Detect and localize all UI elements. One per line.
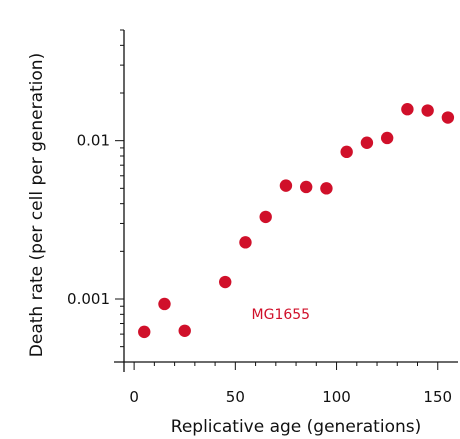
data-point bbox=[259, 210, 272, 224]
data-point bbox=[178, 324, 191, 337]
x-tick-label: 50 bbox=[226, 388, 245, 406]
y-axis-label: Death rate (per cell per generation) bbox=[27, 53, 47, 357]
x-tick-label: 100 bbox=[322, 388, 351, 406]
data-point bbox=[421, 104, 434, 117]
data-point bbox=[401, 103, 414, 116]
data-point bbox=[340, 145, 353, 159]
strain-annotation: MG1655 bbox=[252, 307, 311, 323]
data-point bbox=[320, 182, 333, 195]
data-point bbox=[138, 325, 151, 339]
data-points bbox=[138, 103, 455, 339]
x-tick-label: 150 bbox=[423, 388, 452, 406]
data-point bbox=[441, 111, 455, 124]
x-axis-label: Replicative age (generations) bbox=[171, 417, 421, 437]
data-point bbox=[380, 131, 394, 145]
data-point bbox=[158, 297, 171, 311]
data-point bbox=[360, 136, 374, 149]
data-point bbox=[219, 275, 232, 289]
axes: 0 50 100 150 0.001 0.01 bbox=[67, 29, 458, 406]
data-point bbox=[299, 180, 313, 194]
data-point bbox=[239, 236, 252, 249]
y-tick-label: 0.01 bbox=[77, 132, 110, 150]
data-point bbox=[279, 179, 293, 192]
y-tick-label: 0.001 bbox=[67, 290, 110, 308]
x-tick-label: 0 bbox=[129, 388, 139, 406]
